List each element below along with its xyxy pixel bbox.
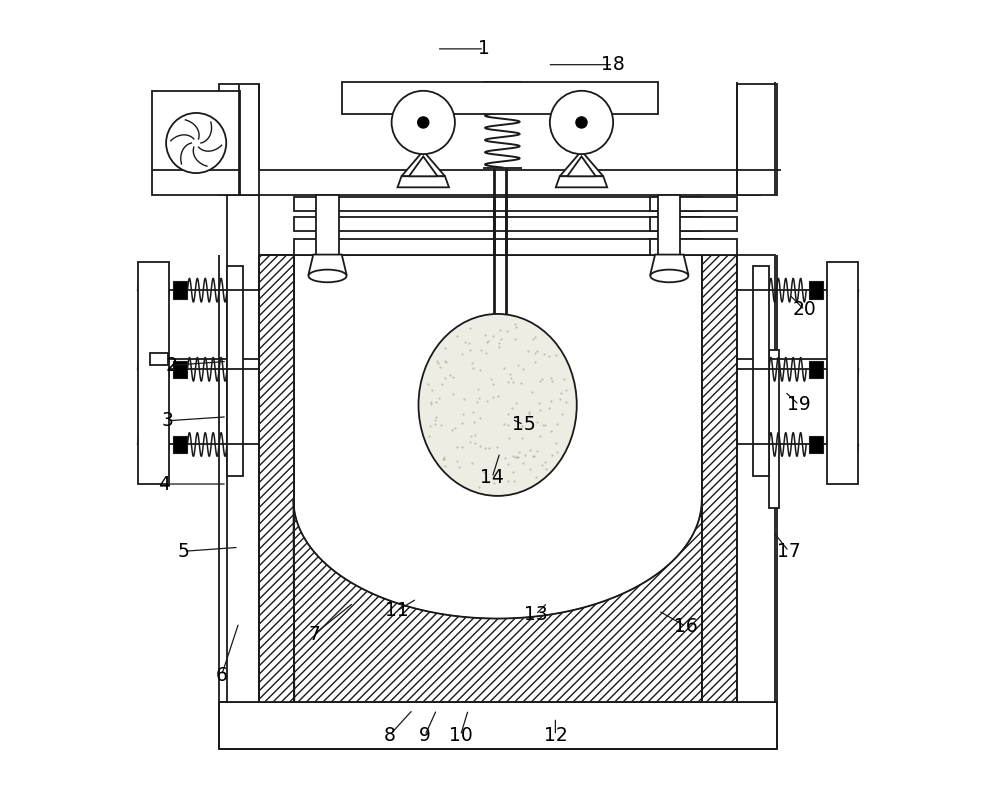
Text: 18: 18 bbox=[601, 56, 625, 74]
Bar bbox=[809, 282, 823, 299]
Text: 12: 12 bbox=[544, 727, 567, 745]
Text: 14: 14 bbox=[480, 468, 504, 488]
Bar bbox=[219, 702, 777, 749]
Polygon shape bbox=[401, 151, 445, 176]
Polygon shape bbox=[567, 156, 596, 176]
Polygon shape bbox=[556, 176, 607, 187]
Bar bbox=[737, 255, 775, 702]
Bar bbox=[753, 267, 769, 476]
Polygon shape bbox=[702, 255, 737, 702]
Text: 8: 8 bbox=[383, 727, 395, 745]
Bar bbox=[294, 197, 702, 211]
Circle shape bbox=[576, 117, 587, 128]
Bar bbox=[342, 82, 658, 114]
Ellipse shape bbox=[419, 314, 577, 496]
Bar bbox=[650, 217, 737, 231]
Text: 1: 1 bbox=[478, 40, 490, 59]
Bar bbox=[239, 170, 761, 195]
Bar bbox=[227, 267, 243, 476]
Ellipse shape bbox=[309, 270, 347, 283]
Bar bbox=[227, 195, 259, 702]
Bar bbox=[294, 239, 702, 255]
Text: 10: 10 bbox=[449, 727, 472, 745]
Text: 5: 5 bbox=[178, 542, 189, 561]
Bar bbox=[769, 349, 779, 508]
Bar bbox=[316, 195, 339, 255]
Text: 11: 11 bbox=[385, 601, 409, 620]
Text: 20: 20 bbox=[793, 300, 816, 319]
Bar bbox=[219, 84, 259, 195]
Text: 16: 16 bbox=[674, 617, 698, 636]
Text: 3: 3 bbox=[162, 411, 174, 430]
Bar bbox=[809, 436, 823, 453]
Text: 19: 19 bbox=[787, 395, 811, 414]
Ellipse shape bbox=[650, 270, 688, 283]
Circle shape bbox=[392, 91, 455, 154]
Bar bbox=[658, 195, 680, 255]
Polygon shape bbox=[398, 176, 449, 187]
Text: 2: 2 bbox=[166, 356, 178, 375]
Circle shape bbox=[418, 117, 429, 128]
Polygon shape bbox=[309, 255, 347, 275]
Polygon shape bbox=[560, 151, 603, 176]
Bar bbox=[173, 436, 187, 453]
Bar bbox=[173, 282, 187, 299]
Text: 17: 17 bbox=[777, 542, 801, 561]
Text: 4: 4 bbox=[158, 475, 170, 494]
Text: 15: 15 bbox=[512, 415, 536, 434]
Polygon shape bbox=[409, 156, 437, 176]
Polygon shape bbox=[650, 255, 688, 275]
Bar bbox=[152, 91, 240, 195]
Bar bbox=[650, 239, 737, 255]
Circle shape bbox=[166, 113, 226, 173]
Bar bbox=[650, 197, 737, 211]
Bar bbox=[294, 217, 702, 231]
Bar bbox=[827, 263, 858, 484]
Bar bbox=[150, 353, 168, 365]
Text: 7: 7 bbox=[308, 625, 320, 644]
Bar bbox=[737, 84, 777, 195]
Text: 6: 6 bbox=[216, 666, 227, 685]
Bar bbox=[809, 360, 823, 378]
Text: 9: 9 bbox=[419, 727, 431, 745]
Circle shape bbox=[550, 91, 613, 154]
Bar bbox=[173, 360, 187, 378]
Bar bbox=[138, 263, 169, 484]
Text: 13: 13 bbox=[524, 605, 547, 624]
Polygon shape bbox=[259, 255, 294, 702]
Polygon shape bbox=[293, 500, 702, 702]
